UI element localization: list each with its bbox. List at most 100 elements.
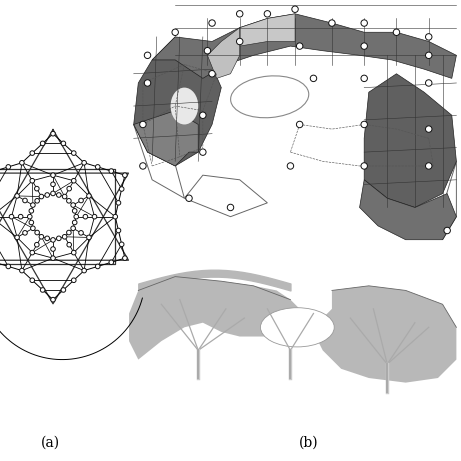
Circle shape — [109, 169, 113, 173]
Circle shape — [35, 199, 40, 203]
Circle shape — [15, 235, 19, 240]
Circle shape — [236, 38, 243, 45]
Polygon shape — [364, 74, 456, 207]
Circle shape — [264, 11, 271, 17]
Circle shape — [67, 242, 71, 247]
Circle shape — [30, 250, 35, 255]
Circle shape — [18, 214, 23, 219]
Circle shape — [310, 75, 317, 82]
Circle shape — [6, 165, 11, 169]
Circle shape — [51, 191, 55, 196]
Circle shape — [57, 193, 61, 197]
Circle shape — [57, 236, 61, 241]
Circle shape — [140, 163, 146, 169]
Polygon shape — [207, 28, 240, 78]
Circle shape — [144, 80, 151, 86]
Circle shape — [71, 178, 76, 183]
Circle shape — [209, 71, 215, 77]
Circle shape — [6, 264, 11, 269]
Circle shape — [123, 256, 127, 260]
Circle shape — [71, 226, 76, 230]
Circle shape — [82, 268, 87, 273]
Circle shape — [329, 20, 335, 26]
Circle shape — [87, 194, 91, 198]
Text: (a): (a) — [41, 436, 60, 449]
Polygon shape — [443, 161, 456, 240]
Circle shape — [62, 235, 67, 239]
Circle shape — [39, 235, 44, 239]
Circle shape — [29, 208, 34, 213]
Circle shape — [66, 230, 71, 235]
Circle shape — [82, 160, 87, 165]
Circle shape — [116, 201, 121, 205]
Polygon shape — [360, 180, 456, 240]
Circle shape — [426, 52, 432, 59]
Circle shape — [51, 247, 55, 251]
Circle shape — [204, 47, 211, 54]
Circle shape — [30, 203, 35, 207]
Circle shape — [71, 151, 76, 155]
Circle shape — [292, 6, 298, 12]
Circle shape — [51, 131, 55, 136]
Circle shape — [361, 43, 367, 49]
Circle shape — [200, 149, 206, 155]
Circle shape — [361, 121, 367, 128]
Polygon shape — [313, 286, 456, 383]
Circle shape — [28, 214, 32, 219]
Circle shape — [19, 268, 24, 273]
Circle shape — [144, 52, 151, 59]
Text: (b): (b) — [299, 436, 319, 449]
Ellipse shape — [260, 308, 334, 347]
Circle shape — [87, 235, 91, 240]
Circle shape — [51, 256, 55, 260]
Polygon shape — [184, 175, 267, 217]
Circle shape — [20, 160, 24, 165]
Circle shape — [172, 29, 178, 35]
Circle shape — [40, 288, 45, 292]
Circle shape — [426, 80, 432, 86]
Circle shape — [72, 208, 77, 213]
Circle shape — [109, 260, 113, 265]
Circle shape — [95, 165, 100, 169]
Circle shape — [186, 195, 192, 201]
Circle shape — [71, 250, 76, 255]
Circle shape — [119, 242, 124, 247]
Circle shape — [426, 163, 432, 169]
Circle shape — [296, 43, 303, 49]
Circle shape — [71, 203, 76, 207]
Circle shape — [123, 173, 127, 177]
Circle shape — [41, 141, 45, 146]
Polygon shape — [134, 124, 184, 198]
Circle shape — [35, 186, 39, 191]
Circle shape — [79, 198, 83, 203]
Circle shape — [72, 220, 77, 225]
Circle shape — [287, 163, 294, 169]
Circle shape — [92, 214, 97, 219]
Polygon shape — [240, 14, 295, 46]
Circle shape — [51, 182, 55, 187]
Circle shape — [200, 112, 206, 118]
Circle shape — [296, 121, 303, 128]
Circle shape — [23, 230, 27, 235]
Circle shape — [61, 141, 65, 146]
Circle shape — [426, 34, 432, 40]
Circle shape — [51, 297, 55, 302]
Circle shape — [30, 178, 35, 183]
Circle shape — [30, 226, 35, 230]
Circle shape — [227, 204, 234, 211]
Circle shape — [35, 230, 40, 235]
Circle shape — [119, 187, 124, 191]
Circle shape — [39, 194, 44, 199]
Circle shape — [444, 227, 450, 234]
Polygon shape — [129, 277, 304, 360]
Circle shape — [51, 237, 55, 242]
Circle shape — [29, 220, 34, 225]
Circle shape — [140, 121, 146, 128]
Circle shape — [79, 230, 83, 235]
Circle shape — [45, 193, 49, 197]
Circle shape — [15, 194, 19, 198]
Circle shape — [393, 29, 400, 35]
Circle shape — [361, 163, 367, 169]
Circle shape — [9, 214, 14, 219]
Circle shape — [23, 198, 27, 203]
